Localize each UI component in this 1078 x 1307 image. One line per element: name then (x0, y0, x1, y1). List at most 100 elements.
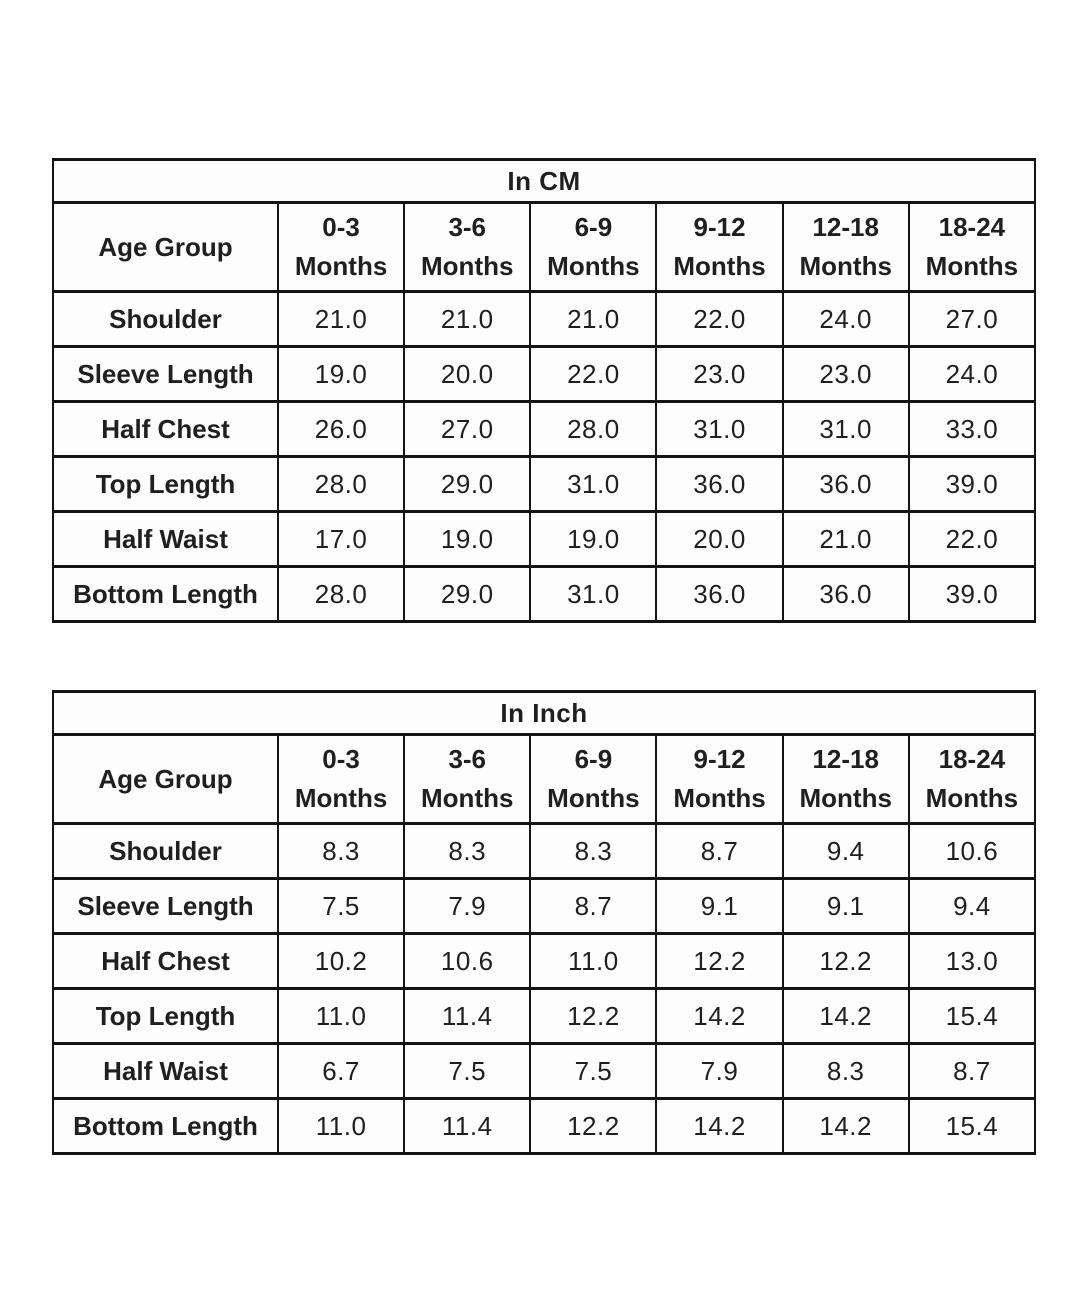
value-cell: 11.4 (403, 1097, 532, 1155)
value-cell: 21.0 (781, 510, 910, 568)
value-cell: 14.2 (781, 1097, 910, 1155)
value-cell: 36.0 (781, 455, 910, 513)
value-cell: 28.0 (529, 400, 658, 458)
column-header-unit: Months (799, 783, 892, 813)
value-cell: 9.4 (907, 877, 1037, 935)
row-label-cell: Bottom Length (52, 1097, 279, 1155)
table-row: Half Chest 10.2 10.6 11.0 12.2 12.2 13.0 (52, 932, 1037, 990)
column-header-row: Age Group 0-3 Months 3-6 Months 6-9 Months 9-12… (52, 733, 1037, 825)
column-header-cell: 9-12 Months (655, 201, 784, 293)
row-label-cell: Shoulder (52, 822, 279, 880)
row-label-cell: Sleeve Length (52, 345, 279, 403)
value-cell: 8.7 (907, 1042, 1037, 1100)
table-row: Top Length 11.0 11.4 12.2 14.2 14.2 15.4 (52, 987, 1037, 1045)
value-cell: 12.2 (781, 932, 910, 990)
column-header-cell: 6-9 Months (529, 201, 658, 293)
value-cell: 7.5 (529, 1042, 658, 1100)
column-header-unit: Months (925, 783, 1019, 813)
column-header-unit: Months (547, 251, 640, 281)
value-cell: 13.0 (907, 932, 1037, 990)
column-header-unit: Months (673, 783, 766, 813)
table-row: Half Chest 26.0 27.0 28.0 31.0 31.0 33.0 (52, 400, 1037, 458)
value-cell: 27.0 (907, 290, 1037, 348)
value-cell: 7.5 (276, 877, 406, 935)
table-row: Half Waist 6.7 7.5 7.5 7.9 8.3 8.7 (52, 1042, 1037, 1100)
table-title-row: In CM (52, 158, 1036, 204)
value-cell: 36.0 (655, 565, 784, 623)
value-cell: 31.0 (655, 400, 784, 458)
column-header-cell: 9-12 Months (655, 733, 784, 825)
column-header-unit: Months (673, 251, 766, 281)
value-cell: 9.4 (781, 822, 910, 880)
value-cell: 20.0 (403, 345, 532, 403)
column-header-row: Age Group 0-3 Months 3-6 Months 6-9 Months 9-12… (52, 201, 1037, 293)
size-table-grid: In Inch Age Group 0-3 Months 3-6 Months 6-9 Mon… (52, 690, 1037, 1155)
column-header-range: 18-24 (938, 744, 1006, 774)
value-cell: 31.0 (529, 565, 658, 623)
column-header-unit: Months (547, 783, 640, 813)
value-cell: 19.0 (529, 510, 658, 568)
column-header-range: 18-24 (938, 212, 1006, 242)
column-header-range: 6-9 (574, 212, 613, 242)
value-cell: 14.2 (655, 1097, 784, 1155)
value-cell: 33.0 (907, 400, 1037, 458)
column-header-range: 0-3 (322, 212, 360, 242)
value-cell: 27.0 (403, 400, 532, 458)
table-title: In Inch (52, 690, 1036, 736)
value-cell: 21.0 (529, 290, 658, 348)
column-header-unit: Months (799, 251, 892, 281)
value-cell: 22.0 (529, 345, 658, 403)
table-row: Sleeve Length 7.5 7.9 8.7 9.1 9.1 9.4 (52, 877, 1037, 935)
column-header-cell: 6-9 Months (529, 733, 658, 825)
value-cell: 11.0 (276, 987, 406, 1045)
column-header-cell: 0-3 Months (276, 733, 406, 825)
value-cell: 11.0 (276, 1097, 406, 1155)
value-cell: 22.0 (907, 510, 1037, 568)
table-row: Shoulder 21.0 21.0 21.0 22.0 24.0 27.0 (52, 290, 1037, 348)
value-cell: 31.0 (781, 400, 910, 458)
value-cell: 12.2 (529, 987, 658, 1045)
row-label-cell: Half Waist (52, 1042, 279, 1100)
row-label-cell: Half Chest (52, 400, 279, 458)
value-cell: 8.3 (529, 822, 658, 880)
row-label-cell: Half Chest (52, 932, 279, 990)
table-row: Bottom Length 28.0 29.0 31.0 36.0 36.0 39.0 (52, 565, 1037, 623)
column-header-unit: Months (294, 783, 388, 813)
value-cell: 31.0 (529, 455, 658, 513)
value-cell: 23.0 (655, 345, 784, 403)
table-row: Sleeve Length 19.0 20.0 22.0 23.0 23.0 24.0 (52, 345, 1037, 403)
cm-size-table: In CM Age Group 0-3 Months 3-6 Months 6-9 Month… (52, 158, 1037, 623)
table-title: In CM (52, 158, 1036, 204)
value-cell: 10.6 (403, 932, 532, 990)
row-label-cell: Top Length (52, 987, 279, 1045)
column-header-cell: 3-6 Months (403, 733, 532, 825)
column-header-range: 3-6 (448, 744, 487, 774)
value-cell: 8.7 (529, 877, 658, 935)
column-header-range: 0-3 (322, 744, 360, 774)
table-row: Shoulder 8.3 8.3 8.3 8.7 9.4 10.6 (52, 822, 1037, 880)
value-cell: 10.2 (276, 932, 406, 990)
column-header-range: 9-12 (693, 212, 746, 242)
row-label-cell: Shoulder (52, 290, 279, 348)
value-cell: 17.0 (276, 510, 406, 568)
value-cell: 9.1 (655, 877, 784, 935)
value-cell: 7.9 (655, 1042, 784, 1100)
column-header-cell: 0-3 Months (276, 201, 406, 293)
table-row: Bottom Length 11.0 11.4 12.2 14.2 14.2 15.4 (52, 1097, 1037, 1155)
column-header-range: 9-12 (693, 744, 746, 774)
column-header-cell: 18-24 Months (907, 733, 1037, 825)
table-title-row: In Inch (52, 690, 1036, 736)
column-header-unit: Months (294, 251, 388, 281)
inch-size-table: In Inch Age Group 0-3 Months 3-6 Months 6-9 Mon… (52, 690, 1037, 1155)
row-label-cell: Sleeve Length (52, 877, 279, 935)
column-header-cell: 12-18 Months (781, 201, 910, 293)
value-cell: 36.0 (655, 455, 784, 513)
value-cell: 15.4 (907, 1097, 1037, 1155)
value-cell: 29.0 (403, 455, 532, 513)
value-cell: 8.7 (655, 822, 784, 880)
value-cell: 28.0 (276, 565, 406, 623)
column-header-range: 6-9 (574, 744, 613, 774)
value-cell: 8.3 (403, 822, 532, 880)
column-header-range: 3-6 (448, 212, 487, 242)
value-cell: 10.6 (907, 822, 1037, 880)
